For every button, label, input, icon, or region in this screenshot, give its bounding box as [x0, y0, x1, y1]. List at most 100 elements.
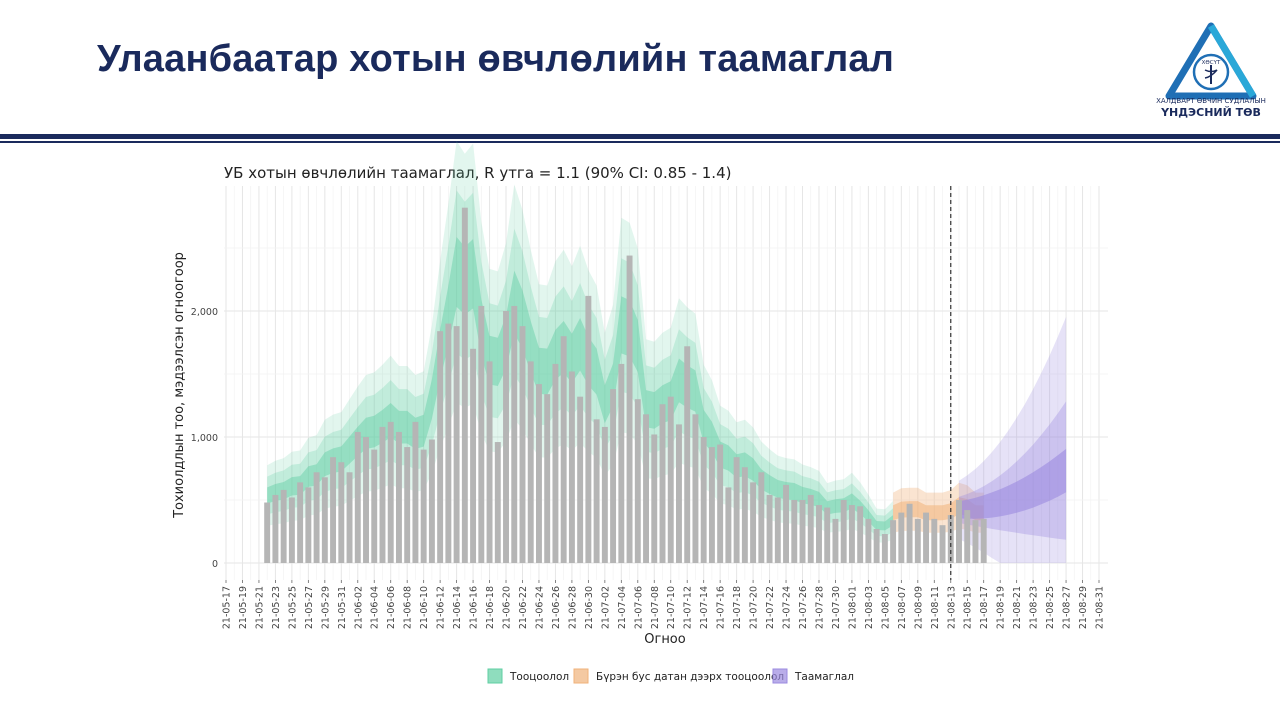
x-tick-label: 21-06-20	[502, 586, 513, 629]
x-tick-label: 21-07-26	[798, 586, 809, 629]
case-bar	[700, 437, 707, 563]
legend-swatch	[487, 668, 503, 684]
case-bar	[568, 371, 575, 563]
case-bar	[634, 399, 641, 563]
institute-logo: ХӨСҮТ	[1155, 20, 1267, 125]
x-tick-label: 21-05-29	[320, 586, 331, 629]
x-tick-label: 21-08-05	[880, 586, 891, 629]
case-bar	[544, 394, 551, 563]
case-bar	[535, 384, 542, 563]
x-tick-label: 21-08-29	[1078, 586, 1089, 629]
case-bar	[832, 518, 839, 563]
case-bar	[272, 494, 279, 563]
x-tick-label: 21-08-21	[1012, 586, 1023, 629]
case-bar	[379, 426, 386, 563]
estimate-band-inner	[267, 237, 894, 531]
x-tick-label: 21-07-16	[716, 586, 727, 629]
case-bar	[626, 255, 633, 563]
case-bar	[552, 363, 559, 563]
case-bar	[560, 336, 567, 563]
case-bar	[741, 467, 748, 563]
case-bar	[437, 331, 444, 563]
x-tick-label: 21-07-02	[600, 586, 611, 629]
case-bar	[404, 447, 411, 563]
case-bar	[824, 507, 831, 563]
case-bar	[931, 518, 938, 563]
case-bar	[914, 518, 921, 563]
x-tick-label: 21-07-12	[683, 586, 694, 629]
x-tick-label: 21-08-27	[1062, 586, 1073, 629]
legend-swatch	[573, 668, 589, 684]
case-bar	[486, 361, 493, 563]
x-tick-label: 21-08-15	[963, 586, 974, 629]
x-tick-label: 21-06-24	[534, 586, 545, 629]
case-bar	[610, 389, 617, 563]
case-bar	[692, 414, 699, 563]
x-tick-label: 21-08-07	[897, 586, 908, 629]
case-bar	[519, 326, 526, 563]
case-bar	[305, 487, 312, 563]
case-bar	[387, 421, 394, 563]
case-bar	[395, 431, 402, 563]
x-tick-label: 21-05-19	[238, 586, 249, 629]
case-bar	[321, 477, 328, 563]
x-tick-label: 21-08-01	[847, 586, 858, 629]
forecast-band-inner	[959, 448, 1067, 519]
x-tick-label: 21-06-16	[469, 586, 480, 629]
case-bar	[445, 323, 452, 563]
case-bar	[766, 494, 773, 563]
case-bar	[577, 396, 584, 563]
legend-label: Тооцоолол	[509, 671, 569, 683]
case-bar	[363, 437, 369, 563]
x-tick-label: 21-08-09	[913, 586, 924, 629]
case-bar	[354, 431, 361, 563]
case-bar	[412, 421, 419, 563]
case-bar	[906, 503, 913, 563]
x-tick-label: 21-06-14	[452, 586, 463, 629]
case-bar	[898, 512, 905, 563]
x-tick-label: 21-06-26	[551, 586, 562, 629]
title-divider-thin	[0, 141, 1280, 143]
x-tick-label: 21-05-27	[304, 586, 315, 629]
x-tick-label: 21-08-19	[996, 586, 1007, 629]
logo-badge: ХӨСҮТ	[1202, 60, 1221, 66]
case-bar	[791, 500, 798, 563]
case-bar	[890, 520, 897, 563]
x-tick-label: 21-06-02	[353, 586, 364, 629]
case-bar	[799, 500, 806, 563]
axis-layer: 0 1,000 2,000 21-05-17 21-05-19 21-05-21 21-05…	[191, 186, 1106, 629]
x-tick-label: 21-08-17	[979, 586, 990, 629]
legend-label: Таамаглал	[794, 671, 854, 683]
x-tick-label: 21-08-03	[864, 586, 875, 629]
legend-swatch	[772, 668, 788, 684]
case-bar	[964, 510, 971, 563]
x-axis-label: Огноо	[644, 632, 686, 647]
x-tick-label: 21-07-22	[765, 586, 776, 629]
case-bar	[857, 506, 864, 563]
case-bar	[478, 305, 485, 563]
x-tick-label: 21-06-30	[584, 586, 595, 629]
y-tick-label: 1,000	[191, 433, 218, 444]
case-bar	[297, 482, 304, 563]
case-bar	[453, 326, 460, 563]
logo-line2: ҮНДЭСНИЙ ТӨВ	[1161, 106, 1261, 119]
bar-layer	[264, 207, 987, 563]
case-bar	[717, 444, 724, 563]
x-tick-label: 21-07-04	[617, 586, 628, 629]
case-bar	[783, 484, 790, 563]
case-bar	[774, 497, 781, 563]
x-tick-label: 21-07-28	[814, 586, 825, 629]
case-bar	[371, 449, 378, 563]
x-tick-label: 21-06-06	[386, 586, 397, 629]
case-bar	[980, 518, 987, 563]
x-tick-label: 21-08-31	[1095, 586, 1106, 629]
x-tick-label: 21-05-31	[337, 586, 348, 629]
case-bar	[461, 207, 468, 563]
logo-line1: ХАЛДВАРТ ӨВЧИН СУДЛАЛЫН	[1156, 97, 1266, 105]
case-bar	[585, 295, 592, 563]
x-tick-label: 21-07-14	[699, 586, 710, 629]
case-bar	[807, 494, 814, 563]
y-axis-label: Тохиолдлын тоо, мэдээлсэн огноогоор	[172, 252, 187, 519]
y-tick-label: 2,000	[191, 307, 218, 318]
case-bar	[494, 442, 501, 563]
